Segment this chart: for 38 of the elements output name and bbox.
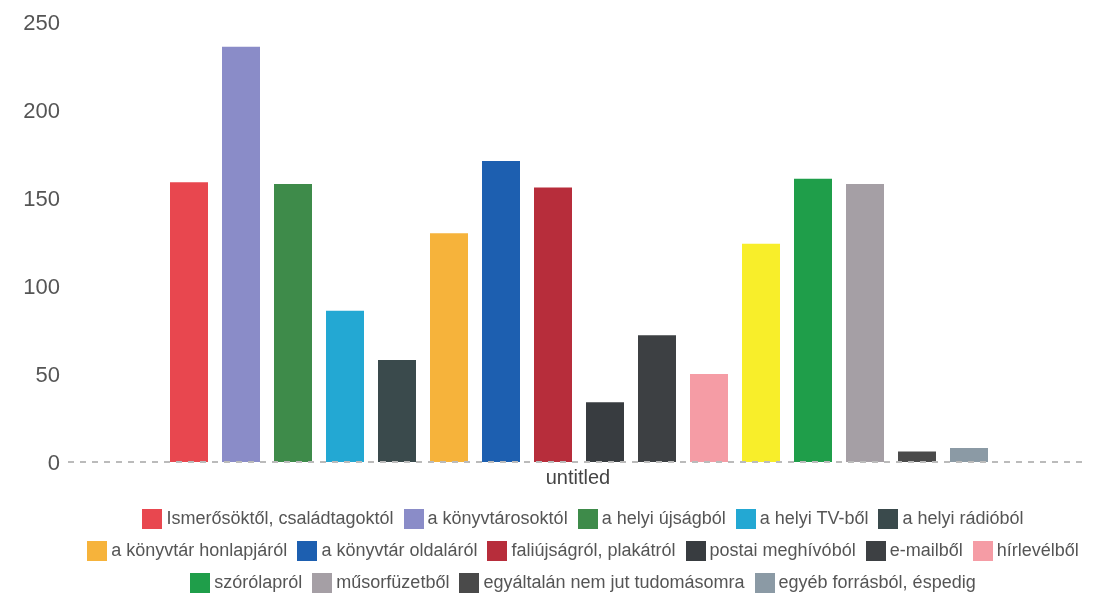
legend-label: egyáltalán nem jut tudomásomra [483,572,745,592]
legend-label: szórólapról [214,572,303,592]
bar [742,243,780,462]
legend-label: a könyvtárosoktól [427,508,568,528]
bar [482,161,520,462]
legend-label: egyéb forrásból, éspedig [778,572,976,592]
bar [170,182,208,462]
bar [534,187,572,462]
bar [274,183,312,462]
legend-label: a könyvtár honlapjáról [111,540,288,560]
legend-label: a helyi rádióból [902,508,1024,528]
legend-label: e-mailből [889,540,963,560]
y-tick-label: 0 [47,449,60,475]
legend-label: műsorfüzetből [336,572,450,592]
legend-label: a helyi újságból [601,508,726,528]
bar [898,451,936,462]
y-tick-label: 50 [35,361,60,387]
y-tick-label: 150 [23,185,60,211]
bar [794,178,832,462]
legend-label: a könyvtár oldaláról [321,540,478,560]
legend-label: Ismerősöktől, családtagoktól [166,508,394,528]
y-tick-label: 250 [23,9,60,35]
legend-label: a helyi TV-ből [759,508,869,528]
bar [690,374,728,462]
y-tick-label: 100 [23,273,60,299]
legend-label: faliújságról, plakátról [511,540,676,560]
bar [222,46,260,462]
bar [586,402,624,462]
bar [638,335,676,462]
bar [430,233,468,462]
bar [326,310,364,462]
bar [846,183,884,462]
bar [378,359,416,462]
legend-label: hírlevélből [996,540,1079,560]
y-tick-label: 200 [23,97,60,123]
x-tick-label: untitled [545,466,611,489]
bar [950,447,988,462]
legend-label: postai meghívóból [709,540,856,560]
